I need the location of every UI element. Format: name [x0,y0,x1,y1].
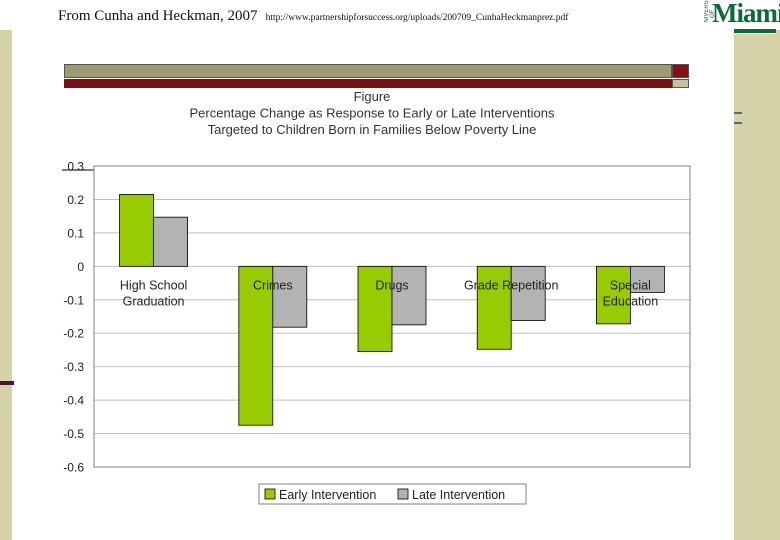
x-category-label: Education [603,294,659,308]
y-tick-label: -0.4 [63,394,84,408]
header-band-red-end [672,79,689,88]
y-tick-label: 0.2 [67,193,84,207]
bar-late-intervention [391,265,427,326]
y-axis-ticks: 0.3 0.2 0.1 0 -0.1 -0.2 -0.3 -0.4 -0.5 -0.6 [63,160,84,475]
header-band-red [64,79,672,88]
bar-late-intervention [510,265,546,321]
legend: Early Intervention Late Intervention [258,483,527,505]
left-accent-mark [0,381,14,385]
y-tick-label: 0.1 [67,226,84,240]
legend-swatch [397,488,409,500]
logo-underline [704,29,776,33]
x-category-label: Drugs [375,278,408,292]
x-category-label: Grade Repetition [464,278,559,292]
bar-late-intervention [272,265,308,328]
chart-title-line: Figure [354,89,391,104]
legend-swatch [264,488,276,500]
y-tick-label: -0.5 [63,427,84,441]
bar-early-intervention [596,265,631,325]
legend-box [258,483,527,505]
bars [119,194,665,426]
citation-url: http://www.partnershipforsuccess.org/upl… [265,13,569,23]
plot-area [93,165,691,468]
bar-early-intervention [238,265,274,426]
bar-early-intervention [119,194,154,267]
citation: From Cunha and Heckman, 2007 http://www.… [58,7,568,25]
bar-early-intervention [476,265,512,350]
chart-title: Figure Percentage Change as Response to E… [190,89,555,137]
y-tick-label: 0 [77,260,84,274]
x-category-label: High School [120,278,187,292]
legend-label: Early Intervention [279,488,376,502]
right-accent-mark [734,112,742,124]
chart-title-line: Percentage Change as Response to Early o… [190,106,555,121]
x-category-label: Special [610,278,651,292]
header-band-olive [64,64,672,78]
citation-text: From Cunha and Heckman, 2007 [58,8,258,24]
y-tick-label: -0.3 [63,360,84,374]
y-tick-label: -0.2 [63,327,84,341]
chart-title-line: Targeted to Children Born in Families Be… [208,122,537,137]
header-band-olive-end [672,64,689,78]
x-axis-labels: High School Graduation Crimes Drugs Grade Re… [120,278,658,308]
y-tick-label: -0.1 [63,293,84,307]
x-category-label: Crimes [253,278,293,292]
x-category-label: Graduation [123,294,185,308]
legend-label: Late Intervention [412,488,505,502]
y-tick-label: -0.6 [63,461,84,475]
bar-late-intervention [153,216,189,267]
slide-right-sidebar [734,30,780,540]
y-tick-label: 0.3 [67,160,84,174]
bar-late-intervention [630,265,665,293]
